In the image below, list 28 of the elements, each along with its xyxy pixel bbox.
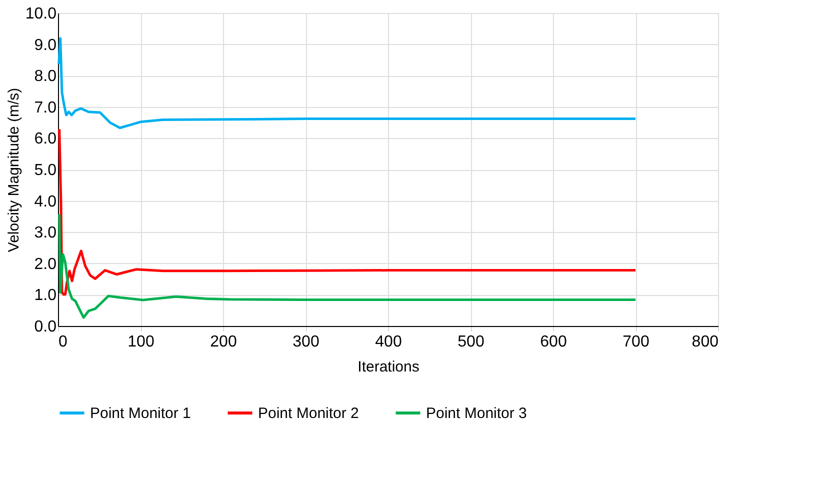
legend-label: Point Monitor 1 (90, 405, 191, 422)
x-tick-label: 600 (540, 334, 567, 350)
y-tick-label: 9.0 (34, 36, 57, 54)
x-tick-label: 700 (622, 334, 650, 350)
y-tick-label: 4.0 (34, 193, 57, 210)
x-tick-label: 200 (210, 334, 237, 350)
x-tick-label: 800 (692, 334, 719, 350)
x-tick-label: 300 (292, 334, 320, 350)
legend-label: Point Monitor 3 (426, 405, 527, 422)
line-series (58, 128, 637, 296)
y-tick-label: 8.0 (34, 68, 57, 86)
x-tick-label: 400 (375, 334, 402, 350)
line-series (58, 37, 637, 130)
y-tick-label: 2.0 (34, 256, 57, 273)
line-series (58, 213, 637, 319)
y-tick-label: 0.0 (34, 318, 57, 336)
y-axis-title: Velocity Magnitude (m/s) (5, 88, 22, 252)
legend-label: Point Monitor 2 (258, 405, 359, 422)
y-tick-label: 10.0 (25, 6, 57, 22)
x-tick-label: 500 (458, 334, 484, 350)
x-tick-label: 100 (128, 334, 154, 350)
x-tick-label: 0 (58, 334, 68, 350)
y-tick-label: 7.0 (34, 99, 57, 116)
y-tick-label: 6.0 (34, 130, 57, 148)
x-axis-title: Iterations (358, 358, 420, 376)
y-tick-label: 5.0 (34, 162, 57, 179)
y-tick-label: 3.0 (34, 224, 57, 242)
y-tick-label: 1.0 (34, 287, 57, 304)
